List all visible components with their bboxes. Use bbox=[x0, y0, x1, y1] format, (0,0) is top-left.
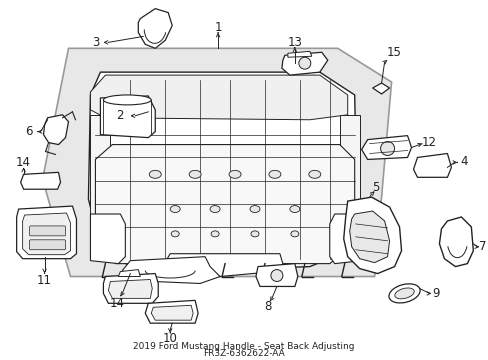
Text: 11: 11 bbox=[37, 274, 52, 287]
Text: 9: 9 bbox=[432, 287, 439, 300]
Ellipse shape bbox=[290, 231, 298, 237]
Polygon shape bbox=[17, 206, 76, 259]
Text: 8: 8 bbox=[264, 300, 271, 313]
Polygon shape bbox=[287, 51, 311, 57]
Polygon shape bbox=[160, 254, 285, 276]
Polygon shape bbox=[108, 279, 152, 298]
Polygon shape bbox=[349, 211, 389, 263]
Polygon shape bbox=[339, 115, 359, 247]
Polygon shape bbox=[329, 214, 361, 264]
Text: 15: 15 bbox=[386, 46, 401, 59]
Text: 5: 5 bbox=[371, 181, 379, 194]
Polygon shape bbox=[43, 115, 68, 145]
Polygon shape bbox=[151, 305, 193, 320]
Ellipse shape bbox=[249, 206, 260, 212]
Ellipse shape bbox=[210, 206, 220, 212]
Text: 4: 4 bbox=[460, 155, 467, 168]
Ellipse shape bbox=[289, 206, 299, 212]
Polygon shape bbox=[361, 136, 411, 159]
Ellipse shape bbox=[149, 170, 161, 178]
Ellipse shape bbox=[211, 231, 219, 237]
Polygon shape bbox=[255, 264, 297, 287]
Polygon shape bbox=[122, 257, 220, 283]
Text: 6: 6 bbox=[25, 125, 32, 138]
Ellipse shape bbox=[394, 288, 413, 299]
Polygon shape bbox=[88, 72, 357, 271]
Polygon shape bbox=[95, 145, 354, 264]
Polygon shape bbox=[138, 9, 172, 48]
FancyBboxPatch shape bbox=[30, 240, 65, 250]
Polygon shape bbox=[413, 153, 450, 177]
Polygon shape bbox=[42, 48, 391, 276]
Text: FR3Z-6362622-AA: FR3Z-6362622-AA bbox=[203, 350, 285, 359]
Ellipse shape bbox=[103, 95, 151, 105]
Ellipse shape bbox=[228, 170, 241, 178]
Polygon shape bbox=[439, 217, 472, 267]
Ellipse shape bbox=[189, 170, 201, 178]
Ellipse shape bbox=[308, 170, 320, 178]
Ellipse shape bbox=[388, 284, 419, 303]
Text: 1: 1 bbox=[214, 21, 222, 34]
Circle shape bbox=[270, 270, 283, 282]
Polygon shape bbox=[343, 197, 401, 274]
Text: 2019 Ford Mustang Handle - Seat Back Adjusting: 2019 Ford Mustang Handle - Seat Back Adj… bbox=[133, 342, 354, 351]
Text: 10: 10 bbox=[163, 332, 177, 345]
Polygon shape bbox=[90, 214, 125, 264]
Polygon shape bbox=[372, 83, 389, 94]
Circle shape bbox=[380, 141, 394, 156]
Circle shape bbox=[298, 57, 310, 69]
FancyBboxPatch shape bbox=[30, 226, 65, 236]
Polygon shape bbox=[118, 270, 140, 276]
Polygon shape bbox=[103, 274, 158, 303]
Polygon shape bbox=[90, 115, 110, 247]
Text: 14: 14 bbox=[16, 156, 31, 169]
Text: 7: 7 bbox=[478, 240, 485, 253]
Polygon shape bbox=[20, 172, 61, 189]
Polygon shape bbox=[145, 300, 198, 323]
Ellipse shape bbox=[250, 231, 259, 237]
Ellipse shape bbox=[171, 231, 179, 237]
Text: 2: 2 bbox=[116, 109, 124, 122]
Polygon shape bbox=[281, 52, 327, 75]
Polygon shape bbox=[90, 75, 347, 120]
Ellipse shape bbox=[268, 170, 280, 178]
Text: 12: 12 bbox=[421, 136, 436, 149]
Text: 3: 3 bbox=[92, 36, 99, 49]
Polygon shape bbox=[100, 96, 155, 138]
Text: 14: 14 bbox=[110, 297, 124, 310]
Ellipse shape bbox=[170, 206, 180, 212]
Text: 13: 13 bbox=[287, 36, 302, 49]
Polygon shape bbox=[22, 213, 70, 255]
